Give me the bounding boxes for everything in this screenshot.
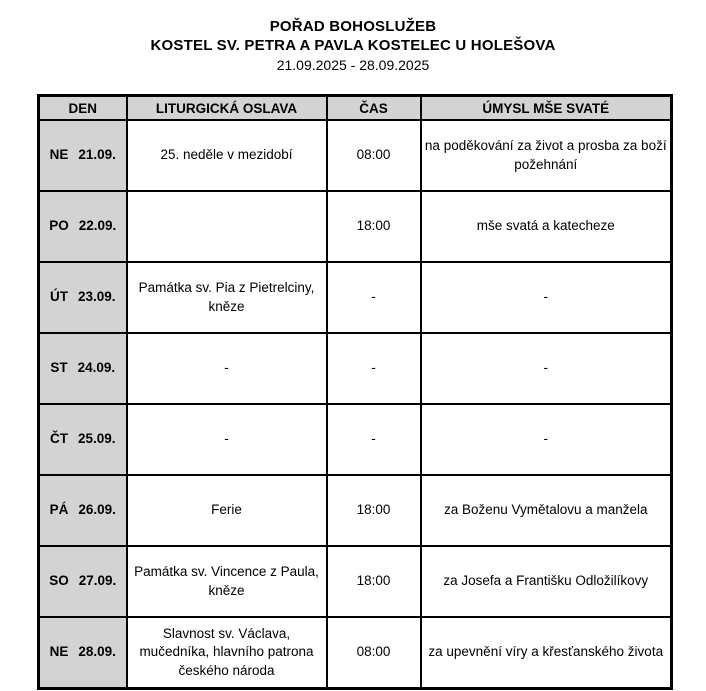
day-cell: ÚT 23.09. (37, 261, 128, 334)
intention-cell: za Boženu Vymětalovu a manžela (419, 474, 673, 547)
time-cell: 08:00 (325, 119, 422, 192)
day-label: ST 24.09. (43, 359, 123, 377)
day-date: 26.09. (78, 502, 116, 518)
intention-cell: - (419, 403, 673, 476)
time-cell: - (325, 332, 422, 405)
day-cell: ST 24.09. (37, 332, 128, 405)
column-header-cas: ČAS (325, 94, 422, 121)
day-label: NE 28.09. (43, 643, 123, 661)
day-abbr: SO (49, 573, 69, 589)
column-header-liturgicka-oslava: LITURGICKÁ OSLAVA (125, 94, 328, 121)
document-title: POŘAD BOHOSLUŽEB (269, 18, 437, 35)
day-abbr: PO (49, 218, 69, 234)
day-abbr: NE (49, 147, 69, 163)
day-label: SO 27.09. (43, 572, 123, 590)
column-header-umysl-mse-svate: ÚMYSL MŠE SVATÉ (419, 94, 673, 121)
day-abbr: NE (49, 644, 69, 660)
table-row: ČT 25.09. - - - (37, 403, 673, 476)
day-abbr: ST (50, 360, 68, 376)
intention-cell: za upevnění víry a křesťanského života (419, 616, 673, 690)
celebration-cell: - (125, 403, 328, 476)
celebration-cell: Památka sv. Pia z Pietrelciny, kněze (125, 261, 328, 334)
time-cell: 18:00 (325, 545, 422, 618)
day-date: 25.09. (77, 431, 116, 447)
intention-cell: za Josefa a Františku Odložilíkovy (419, 545, 673, 618)
day-date: 21.09. (78, 147, 116, 163)
day-abbr: PÁ (49, 502, 69, 518)
time-cell: - (325, 403, 422, 476)
table-row: NE 21.09. 25. neděle v mezidobí 08:00 na… (37, 119, 673, 192)
intention-cell: - (419, 332, 673, 405)
day-date: 23.09. (77, 289, 116, 305)
day-abbr: ČT (49, 431, 68, 447)
schedule-table: DEN LITURGICKÁ OSLAVA ČAS ÚMYSL MŠE SVAT… (37, 94, 673, 690)
celebration-cell: Ferie (125, 474, 328, 547)
day-cell: PÁ 26.09. (37, 474, 128, 547)
table-row: ÚT 23.09. Památka sv. Pia z Pietrelciny,… (37, 261, 673, 334)
day-cell: NE 28.09. (37, 616, 128, 690)
time-cell: 18:00 (325, 474, 422, 547)
day-date: 22.09. (78, 218, 117, 234)
time-cell: 18:00 (325, 190, 422, 263)
day-date: 28.09. (78, 644, 116, 660)
table-row: ST 24.09. - - - (37, 332, 673, 405)
day-cell: PO 22.09. (37, 190, 128, 263)
day-label: ÚT 23.09. (43, 288, 123, 306)
time-cell: - (325, 261, 422, 334)
day-label: PÁ 26.09. (43, 501, 123, 519)
table-row: PÁ 26.09. Ferie 18:00 za Boženu Vymětalo… (37, 474, 673, 547)
celebration-cell: 25. neděle v mezidobí (125, 119, 328, 192)
intention-cell: mše svatá a katecheze (419, 190, 673, 263)
day-label: ČT 25.09. (43, 430, 123, 448)
date-range: 21.09.2025 - 28.09.2025 (276, 57, 430, 73)
day-abbr: ÚT (49, 289, 68, 305)
day-date: 24.09. (77, 360, 116, 376)
intention-cell: - (419, 261, 673, 334)
celebration-cell: Památka sv. Vincence z Paula, kněze (125, 545, 328, 618)
day-cell: NE 21.09. (37, 119, 128, 192)
time-cell: 08:00 (325, 616, 422, 690)
table-row: SO 27.09. Památka sv. Vincence z Paula, … (37, 545, 673, 618)
header-row: DEN LITURGICKÁ OSLAVA ČAS ÚMYSL MŠE SVAT… (37, 94, 673, 121)
celebration-cell (125, 190, 328, 263)
intention-cell: na poděkování za život a prosba za boží … (419, 119, 673, 192)
day-label: PO 22.09. (43, 217, 123, 235)
day-cell: ČT 25.09. (37, 403, 128, 476)
title-block: POŘAD BOHOSLUŽEB KOSTEL SV. PETRA A PAVL… (0, 0, 706, 75)
column-header-den: DEN (37, 94, 128, 121)
day-cell: SO 27.09. (37, 545, 128, 618)
celebration-cell: Slavnost sv. Václava, mučedníka, hlavníh… (125, 616, 328, 690)
day-label: NE 21.09. (43, 146, 123, 164)
celebration-cell: - (125, 332, 328, 405)
day-date: 27.09. (78, 573, 117, 589)
church-name: KOSTEL SV. PETRA A PAVLA KOSTELEC U HOLE… (150, 37, 556, 54)
table-row: PO 22.09. 18:00 mše svatá a katecheze (37, 190, 673, 263)
table-row: NE 28.09. Slavnost sv. Václava, mučedník… (37, 616, 673, 690)
